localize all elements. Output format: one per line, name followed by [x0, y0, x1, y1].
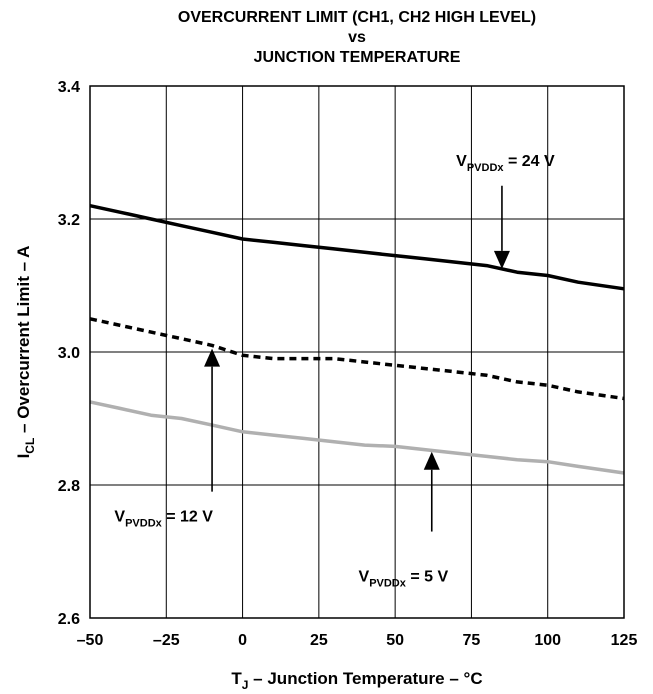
series-label-sub: PVDDx [369, 577, 407, 589]
series-line-3 [89, 400, 625, 475]
chart-title-line-2: vs [348, 29, 366, 46]
x-tick-label: 75 [463, 632, 481, 649]
annotation-arrow-head [493, 250, 510, 269]
x-axis-title-main: T [231, 669, 242, 688]
y-tick-label: 3.0 [58, 345, 80, 362]
chart-title-line-1: OVERCURRENT LIMIT (CH1, CH2 HIGH LEVEL) [178, 9, 536, 26]
series-label-main: V [359, 568, 370, 585]
y-tick-label: 3.2 [58, 212, 80, 229]
x-axis-ticks: –50 –25 0 25 50 75 100 125 [77, 632, 638, 649]
x-tick-label: –50 [77, 632, 104, 649]
series-line-1 [89, 203, 625, 291]
x-tick-label: 100 [534, 632, 561, 649]
x-tick-label: 125 [611, 632, 638, 649]
y-tick-label: 2.6 [58, 611, 80, 628]
y-tick-label: 2.8 [58, 478, 80, 495]
y-axis-ticks: 2.6 2.8 3.0 3.2 3.4 [58, 79, 80, 628]
annotation-3: VPVDDx = 5 V [359, 451, 449, 589]
series-label-rest: = 5 V [406, 568, 449, 585]
series-label-main: V [456, 153, 467, 170]
x-tick-label: 25 [310, 632, 328, 649]
x-axis-title-sub: J [242, 678, 249, 692]
series-layer [89, 203, 625, 475]
series-label-rest: = 24 V [504, 153, 555, 170]
annotation-arrow-head [423, 451, 440, 470]
y-tick-label: 3.4 [58, 79, 80, 96]
annotation-1: VPVDDx = 24 V [456, 153, 555, 269]
y-axis-title-main: I [14, 454, 33, 459]
series-label-3: VPVDDx = 5 V [359, 568, 449, 589]
series-line-2 [89, 317, 625, 401]
x-axis-title: TJ – Junction Temperature – °C [231, 669, 482, 692]
series-label-2: VPVDDx = 12 V [114, 509, 213, 530]
x-tick-label: –25 [153, 632, 180, 649]
chart-title: OVERCURRENT LIMIT (CH1, CH2 HIGH LEVEL) … [178, 9, 536, 66]
series-label-rest: = 12 V [162, 509, 213, 526]
x-tick-label: 0 [238, 632, 247, 649]
series-label-main: V [114, 509, 125, 526]
chart-title-line-3: JUNCTION TEMPERATURE [254, 49, 461, 66]
x-axis-title-rest: – Junction Temperature – °C [248, 669, 482, 688]
y-axis-title-rest: – Overcurrent Limit – A [14, 246, 33, 438]
series-label-sub: PVDDx [467, 162, 505, 174]
y-axis-title: ICL – Overcurrent Limit – A [14, 246, 37, 459]
annotation-2: VPVDDx = 12 V [114, 348, 221, 530]
y-axis-title-sub: CL [23, 438, 37, 454]
annotation-arrow-head [204, 348, 221, 367]
series-label-sub: PVDDx [125, 518, 163, 530]
series-label-1: VPVDDx = 24 V [456, 153, 555, 174]
x-tick-label: 50 [386, 632, 404, 649]
plot-frame [89, 85, 625, 619]
